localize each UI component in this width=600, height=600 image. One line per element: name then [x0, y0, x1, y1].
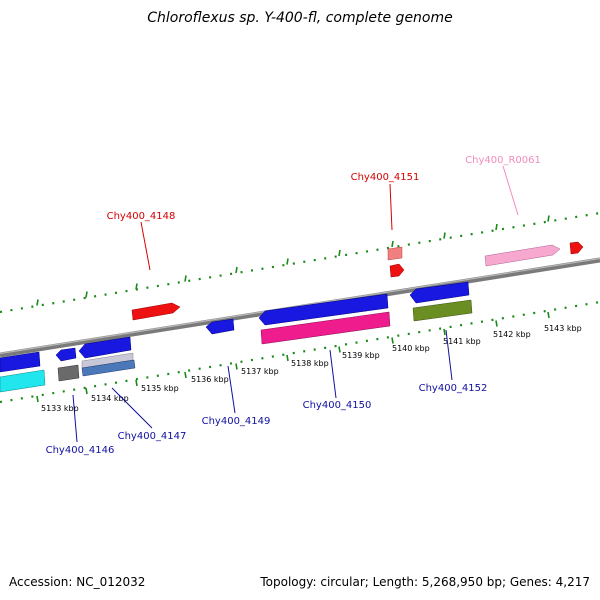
forward-strand-features: [131, 241, 584, 321]
kbp-label: 5135 kbp: [141, 384, 179, 393]
kbp-label: 5134 kbp: [91, 394, 129, 403]
gene-chy400-4152-arrow[interactable]: [409, 281, 470, 304]
leader-chy400-r0061: [502, 165, 519, 216]
gene-chy400-4147[interactable]: [81, 359, 136, 377]
kbp-label: 5138 kbp: [291, 359, 329, 368]
kbp-label: 5139 kbp: [342, 351, 380, 360]
gene-chy400-4151-box[interactable]: [387, 246, 403, 261]
gene-cyan-left-edge[interactable]: [0, 369, 46, 393]
leader-chy400-4146: [72, 394, 78, 443]
gene-label-chy400-4149[interactable]: Chy400_4149: [202, 416, 271, 427]
gene-label-chy400-4152[interactable]: Chy400_4152: [419, 383, 488, 394]
lower-tick-track: [0, 300, 600, 404]
gene-label-chy400-4151[interactable]: Chy400_4151: [351, 172, 420, 183]
gene-label-chy400-4150[interactable]: Chy400_4150: [303, 400, 372, 411]
reverse-strand-features: [0, 281, 473, 393]
upper-tick-track: [0, 211, 600, 314]
gene-chy400-4150-arrow[interactable]: [258, 293, 389, 326]
gene-chy400-4146[interactable]: [57, 364, 80, 382]
accession-text: Accession: NC_012032: [9, 575, 145, 589]
leader-chy400-4152: [445, 329, 453, 381]
leader-chy400-4147: [111, 387, 153, 429]
gene-chy400-4148[interactable]: [131, 302, 181, 321]
gene-labels: Chy400_4148 Chy400_4151 Chy400_R0061 Chy…: [46, 155, 541, 456]
gene-chy400-4150[interactable]: [260, 311, 391, 345]
gene-red-arrow-right[interactable]: [569, 241, 584, 255]
gene-label-chy400-r0061[interactable]: Chy400_R0061: [465, 155, 541, 166]
kbp-scale-labels: 5133 kbp 5134 kbp 5135 kbp 5136 kbp 5137…: [41, 324, 582, 413]
gene-chy400-r0061[interactable]: [484, 244, 561, 267]
page-title: Chloroflexus sp. Y-400-fl, complete geno…: [147, 10, 453, 26]
lower-major-ticks: [36, 311, 550, 403]
leader-chy400-4148: [140, 221, 151, 271]
gene-chy400-4146-arrow[interactable]: [55, 347, 77, 362]
kbp-label: 5133 kbp: [41, 404, 79, 413]
gene-chy400-4151[interactable]: [389, 263, 405, 278]
genome-summary-text: Topology: circular; Length: 5,268,950 bp…: [259, 575, 590, 589]
gene-label-chy400-4146[interactable]: Chy400_4146: [46, 445, 115, 456]
kbp-label: 5141 kbp: [443, 337, 481, 346]
gene-blue-left-edge[interactable]: [0, 351, 41, 373]
gene-label-chy400-4147[interactable]: Chy400_4147: [118, 431, 187, 442]
label-leader-lines: [72, 165, 519, 443]
upper-major-ticks: [36, 215, 550, 306]
kbp-label: 5136 kbp: [191, 375, 229, 384]
leader-chy400-4151: [389, 183, 393, 231]
upper-tick-dots: [0, 211, 600, 314]
gene-chy400-4152[interactable]: [412, 299, 473, 322]
kbp-label: 5140 kbp: [392, 344, 430, 353]
leader-chy400-4149: [227, 365, 236, 414]
kbp-label: 5137 kbp: [241, 367, 279, 376]
leader-chy400-4150: [329, 349, 337, 399]
kbp-label: 5142 kbp: [493, 330, 531, 339]
gene-label-chy400-4148[interactable]: Chy400_4148: [107, 211, 176, 222]
kbp-label: 5143 kbp: [544, 324, 582, 333]
gene-chy400-4147-arrow[interactable]: [78, 336, 132, 359]
gene-chy400-4149[interactable]: [205, 318, 235, 335]
